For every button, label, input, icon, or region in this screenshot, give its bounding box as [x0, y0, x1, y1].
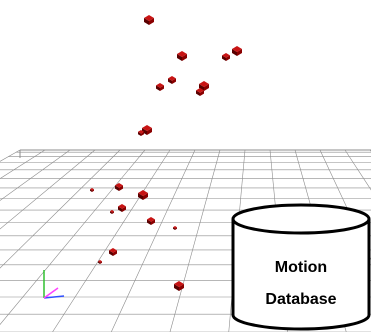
floor-grid	[0, 149, 371, 332]
grid-line-lateral	[0, 149, 71, 201]
marker-cube	[115, 183, 123, 191]
marker-cube	[118, 204, 126, 212]
database-body	[231, 219, 371, 331]
database-label-line2: Database	[265, 291, 336, 308]
marker-cube	[109, 248, 117, 256]
marker-cube	[196, 88, 204, 96]
marker-cube	[168, 76, 176, 84]
marker-cube	[90, 188, 94, 192]
marker-cube	[142, 125, 152, 135]
marker-cube	[174, 281, 184, 291]
database-label-line1: Motion	[275, 259, 327, 276]
grid-line-lateral	[0, 149, 21, 162]
grid-line-lateral	[52, 149, 171, 332]
axis-z-line	[43, 287, 59, 299]
marker-cube	[199, 81, 209, 91]
grid-line-lateral	[0, 149, 46, 179]
marker-cube	[222, 53, 230, 61]
marker-cube	[173, 226, 177, 230]
grid-line-lateral	[110, 149, 196, 332]
marker-cube	[232, 46, 242, 56]
database-top	[231, 203, 371, 235]
grid-line-lateral	[0, 149, 96, 230]
grid-line-lateral	[169, 149, 221, 332]
axis-gizmo	[43, 270, 65, 299]
marker-cube	[177, 51, 187, 61]
marker-cube	[138, 130, 144, 136]
database-cylinder: Motion Database	[231, 203, 371, 331]
axis-x-line	[43, 295, 65, 299]
grid-line-lateral	[0, 149, 121, 269]
marker-cube	[98, 260, 102, 264]
marker-cube	[156, 83, 164, 91]
marker-cube	[144, 15, 154, 25]
marker-cube	[138, 190, 148, 200]
grid-line-lateral	[0, 149, 146, 325]
grid-line-lateral	[344, 149, 371, 191]
marker-cloud	[90, 15, 242, 291]
marker-cube	[147, 217, 155, 225]
marker-cube	[110, 210, 114, 214]
